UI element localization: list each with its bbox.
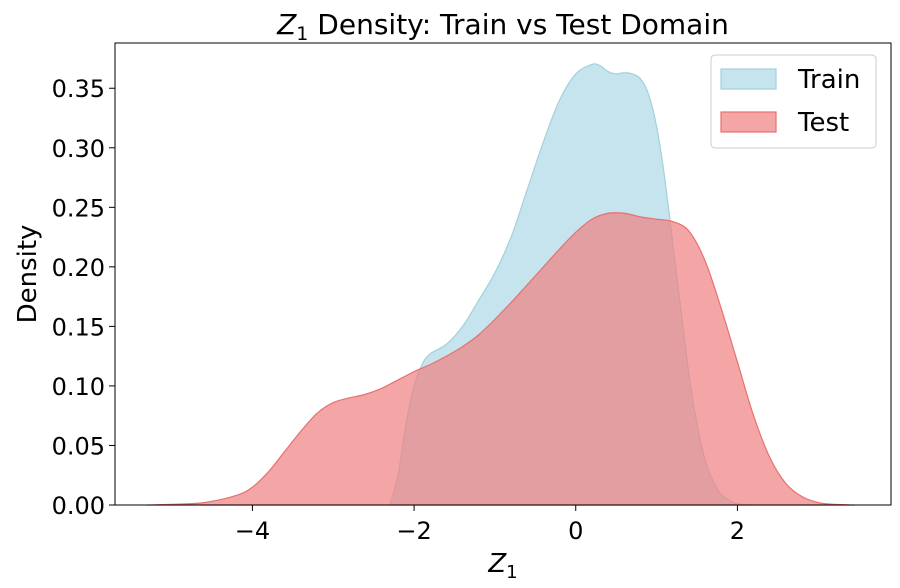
y-tick-label: 0.20: [52, 254, 105, 282]
y-tick-label: 0.25: [52, 194, 105, 222]
x-tick-label: 2: [730, 517, 745, 545]
x-axis-label-variable: Z: [487, 549, 507, 579]
legend: Train Test: [710, 54, 877, 149]
legend-label-train: Train: [797, 65, 860, 95]
y-tick-label: 0.00: [52, 492, 105, 520]
legend-label-test: Test: [797, 108, 849, 138]
y-axis: 0.00 0.05 0.10 0.15 0.20 0.25 0.30 0.35: [52, 75, 115, 520]
x-tick-label: −4: [235, 517, 270, 545]
x-tick-label: 0: [568, 517, 583, 545]
y-tick-label: 0.10: [52, 373, 105, 401]
title-subscript: 1: [296, 23, 308, 45]
y-tick-label: 0.15: [52, 313, 105, 341]
chart-title: Z1 Density: Train vs Test Domain: [276, 8, 729, 45]
y-axis-label: Density: [13, 225, 43, 324]
y-tick-label: 0.30: [52, 135, 105, 163]
y-tick-label: 0.05: [52, 432, 105, 460]
legend-swatch-test: [720, 111, 777, 133]
x-axis-label-subscript: 1: [506, 562, 517, 583]
y-tick-label: 0.35: [52, 75, 105, 103]
x-tick-label: −2: [396, 517, 431, 545]
title-variable: Z: [276, 8, 297, 41]
axes-frame: [114, 42, 892, 506]
density-area-test: [147, 212, 855, 506]
legend-swatch-train: [720, 68, 777, 90]
plot-area: [147, 63, 855, 506]
x-axis-label: Z1: [487, 549, 517, 583]
title-rest: Density: Train vs Test Domain: [308, 8, 728, 41]
x-axis: −4 −2 0 2: [235, 505, 745, 545]
